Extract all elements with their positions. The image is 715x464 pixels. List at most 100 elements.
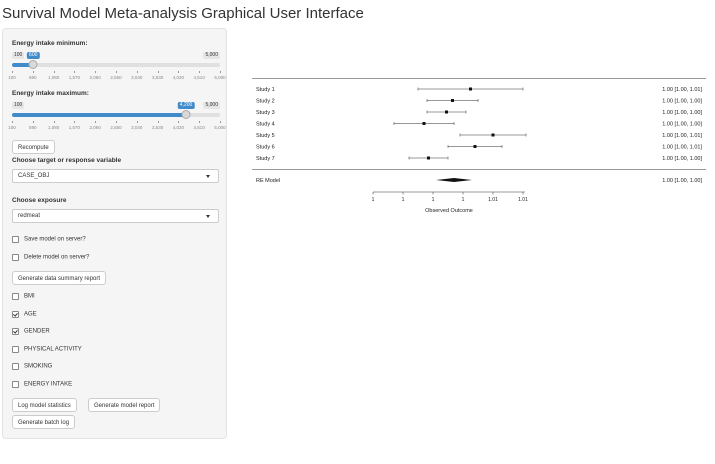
slider-tick-label: 100 bbox=[8, 125, 16, 130]
slider-tick-label: 1,080 bbox=[47, 75, 60, 80]
study-point bbox=[427, 156, 430, 160]
checkbox-box[interactable] bbox=[12, 328, 19, 335]
slider-tick-label: 2,550 bbox=[110, 75, 122, 80]
slider-tick-label: 5,000 bbox=[214, 75, 226, 80]
study-point bbox=[491, 133, 495, 137]
checkbox-box[interactable] bbox=[12, 311, 19, 318]
slider-tick-label: 4,020 bbox=[172, 125, 185, 130]
chevron-down-icon bbox=[206, 215, 210, 218]
save-model-label: Save model on server? bbox=[24, 236, 86, 243]
checkbox-box[interactable] bbox=[12, 254, 19, 261]
study-point bbox=[451, 99, 454, 102]
study-point bbox=[469, 87, 472, 91]
x-axis-tick-label: 1 bbox=[372, 197, 375, 203]
x-axis-tick-label: 1 bbox=[462, 197, 465, 203]
x-axis-label: Observed Outcome bbox=[425, 208, 473, 214]
slider-tick-label: 2,060 bbox=[89, 75, 101, 80]
slider-tick-label: 3,530 bbox=[151, 75, 164, 80]
energy-min-value-label: 600 bbox=[27, 52, 40, 59]
x-axis-tick-label: 1 bbox=[402, 197, 405, 203]
study-label: Study 6 bbox=[256, 145, 275, 151]
slider-tick bbox=[136, 71, 138, 73]
slider-tick bbox=[178, 71, 180, 73]
target-label: Choose target or response variable bbox=[12, 157, 122, 164]
study-label: Study 3 bbox=[256, 110, 275, 116]
energy-min-min-label: 100 bbox=[12, 52, 25, 59]
study-label: Study 7 bbox=[256, 156, 275, 162]
x-axis-tick-label: 1.01 bbox=[488, 197, 498, 203]
slider-tick-label: 590 bbox=[29, 75, 37, 80]
recompute-button[interactable]: Recompute bbox=[12, 140, 55, 154]
slider-tick bbox=[220, 121, 221, 123]
sidebar-panel: Energy intake minimum: 100 5,000 600 100 590… bbox=[2, 28, 227, 439]
slider-tick bbox=[74, 71, 76, 73]
energy-max-label: Energy intake maximum: bbox=[12, 90, 89, 97]
energy-min-track[interactable] bbox=[12, 63, 220, 67]
covariate-label: AGE bbox=[24, 311, 37, 318]
covariate-checkbox[interactable]: GENDER bbox=[12, 328, 50, 335]
slider-tick bbox=[136, 121, 138, 123]
slider-tick bbox=[116, 71, 117, 73]
study-label: Study 2 bbox=[256, 99, 275, 105]
slider-tick bbox=[53, 121, 55, 123]
slider-tick bbox=[157, 121, 159, 123]
slider-tick-label: 5,000 bbox=[214, 125, 226, 130]
study-label: Study 5 bbox=[256, 133, 275, 139]
target-select[interactable]: CASE_OBJ bbox=[12, 169, 219, 183]
forest-plot: Study 1 1.00 [1.00, 1.01] Study 2 1.00 [1.0… bbox=[250, 70, 710, 230]
energy-min-fill bbox=[12, 63, 34, 67]
slider-tick bbox=[12, 121, 13, 123]
covariate-checkbox[interactable]: BMI bbox=[12, 293, 35, 300]
study-point bbox=[473, 145, 477, 148]
delete-model-checkbox[interactable]: Delete model on server? bbox=[12, 254, 89, 261]
energy-max-max-label: 5,000 bbox=[203, 102, 220, 109]
study-label: Study 1 bbox=[256, 87, 275, 93]
slider-tick bbox=[116, 121, 117, 123]
slider-tick-label: 3,040 bbox=[131, 75, 143, 80]
slider-tick-label: 3,530 bbox=[151, 125, 164, 130]
generate-summary-button[interactable]: Generate data summary report bbox=[12, 271, 107, 285]
slider-tick bbox=[32, 71, 34, 73]
slider-tick-label: 2,060 bbox=[89, 125, 101, 130]
slider-tick-label: 1,570 bbox=[68, 75, 81, 80]
energy-max-fill bbox=[12, 113, 187, 117]
covariate-label: BMI bbox=[24, 293, 35, 300]
energy-min-handle[interactable] bbox=[28, 60, 38, 69]
checkbox-box[interactable] bbox=[12, 236, 19, 243]
covariate-checkbox[interactable]: PHYSICAL ACTIVITY bbox=[12, 346, 82, 353]
energy-max-min-label: 100 bbox=[12, 102, 25, 109]
covariate-label: PHYSICAL ACTIVITY bbox=[24, 346, 82, 353]
save-model-checkbox[interactable]: Save model on server? bbox=[12, 236, 86, 243]
energy-min-max-label: 5,000 bbox=[203, 52, 220, 59]
slider-tick bbox=[95, 71, 97, 73]
page-title: Survival Model Meta-analysis Graphical U… bbox=[2, 5, 364, 22]
study-value-label: 1.00 [1.00, 1.01] bbox=[662, 87, 702, 93]
forest-plot-svg: Study 1 1.00 [1.00, 1.01] Study 2 1.00 [1.0… bbox=[252, 78, 706, 214]
slider-tick-label: 100 bbox=[8, 75, 16, 80]
checkbox-box[interactable] bbox=[12, 346, 19, 353]
energy-max-slider[interactable]: 100 5,000 4,200 100 590 1,080 1,570 2,060 2,550 3… bbox=[8, 102, 226, 132]
covariate-label: GENDER bbox=[24, 328, 50, 335]
slider-tick-label: 4,020 bbox=[172, 75, 185, 80]
checkbox-box[interactable] bbox=[12, 293, 19, 300]
slider-tick bbox=[220, 71, 221, 73]
study-value-label: 1.00 [1.00, 1.00] bbox=[662, 122, 702, 128]
covariate-checkbox[interactable]: AGE bbox=[12, 311, 37, 318]
checkbox-box[interactable] bbox=[12, 381, 19, 388]
covariate-label: SMOKING bbox=[24, 363, 53, 370]
covariate-checkbox[interactable]: ENERGY INTAKE bbox=[12, 381, 72, 388]
covariate-checkbox[interactable]: SMOKING bbox=[12, 363, 52, 370]
exposure-select[interactable]: redmeat bbox=[12, 209, 219, 223]
summary-label: RE Model bbox=[256, 178, 280, 184]
energy-max-handle[interactable] bbox=[181, 110, 191, 119]
log-stats-button[interactable]: Log model statistics bbox=[12, 398, 77, 412]
generate-model-report-button[interactable]: Generate model report bbox=[88, 398, 161, 412]
study-value-label: 1.00 [1.00, 1.01] bbox=[662, 133, 702, 139]
energy-min-slider[interactable]: 100 5,000 600 100 590 1,080 1,570 2,060 2,550 3,0… bbox=[8, 52, 226, 82]
checkbox-box[interactable] bbox=[12, 363, 19, 370]
summary-diamond bbox=[436, 178, 472, 182]
exposure-select-value: redmeat bbox=[18, 213, 41, 219]
delete-model-label: Delete model on server? bbox=[24, 254, 90, 261]
slider-tick-label: 3,040 bbox=[131, 125, 143, 130]
generate-batch-log-button[interactable]: Generate batch log bbox=[12, 415, 76, 429]
